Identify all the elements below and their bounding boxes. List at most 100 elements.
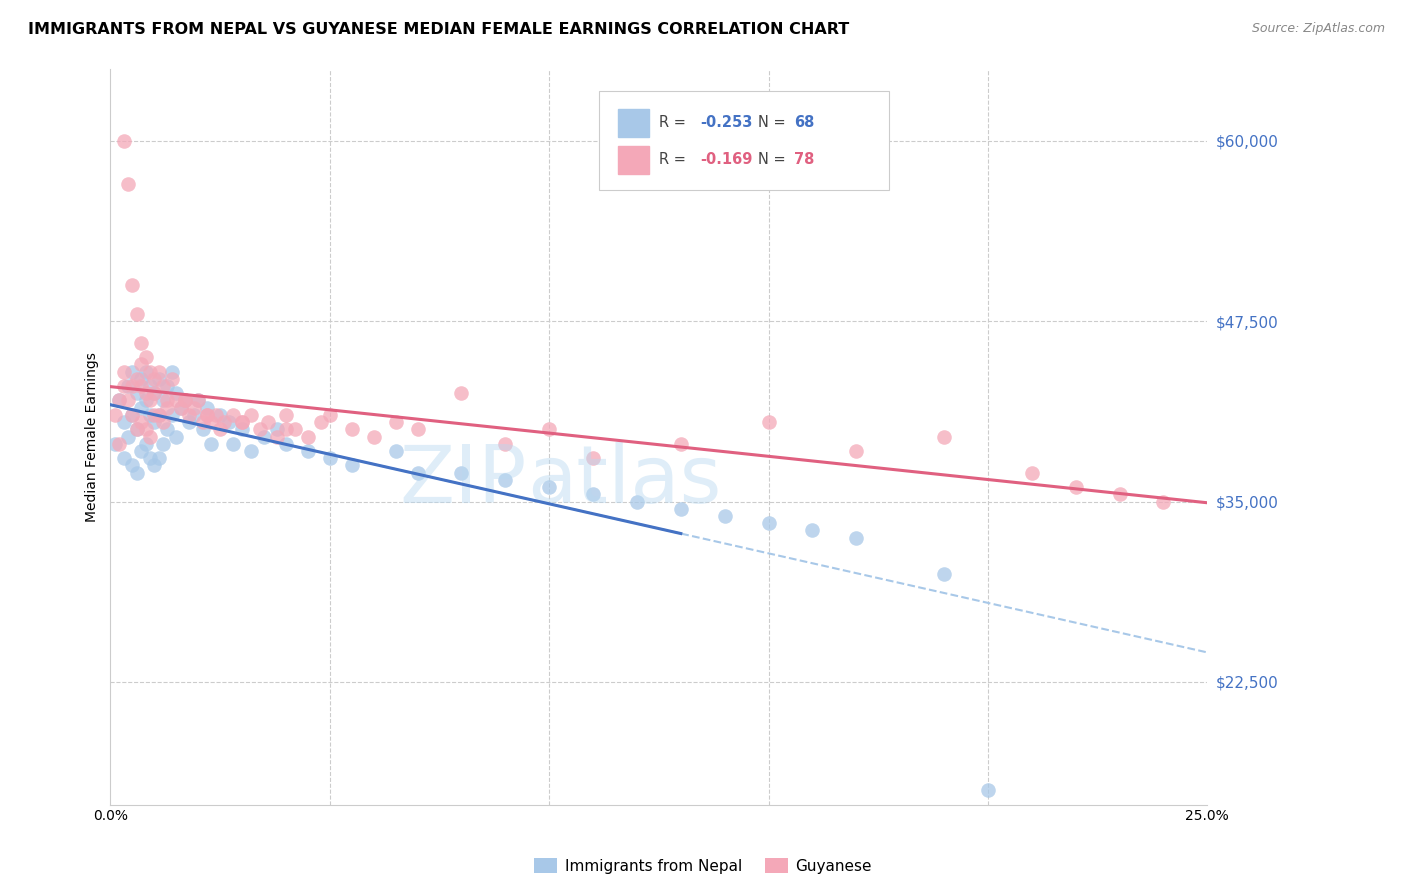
Point <box>160 372 183 386</box>
Point <box>112 365 135 379</box>
Point <box>139 393 162 408</box>
Point <box>112 415 135 429</box>
FancyBboxPatch shape <box>619 109 650 137</box>
Point <box>104 408 127 422</box>
Point <box>134 437 156 451</box>
Text: -0.253: -0.253 <box>700 115 754 130</box>
Point <box>108 393 131 408</box>
Y-axis label: Median Female Earnings: Median Female Earnings <box>86 351 100 522</box>
Point <box>129 444 152 458</box>
Point <box>156 379 179 393</box>
Point <box>139 451 162 466</box>
Point <box>143 458 166 473</box>
Point <box>319 408 342 422</box>
Point <box>139 408 162 422</box>
Point <box>669 501 692 516</box>
Point <box>266 422 288 436</box>
Point <box>160 365 183 379</box>
Point <box>152 393 174 408</box>
Point <box>340 422 363 436</box>
Point <box>191 422 214 436</box>
Point <box>117 393 139 408</box>
Point <box>845 531 868 545</box>
Point <box>112 379 135 393</box>
Point <box>406 422 429 436</box>
Point <box>134 365 156 379</box>
Point <box>104 437 127 451</box>
Point <box>669 437 692 451</box>
Point <box>183 408 205 422</box>
Point <box>112 134 135 148</box>
Point <box>195 408 218 422</box>
Point <box>977 783 1000 797</box>
Point <box>319 451 342 466</box>
Point <box>121 458 143 473</box>
Point <box>538 480 561 494</box>
Point <box>239 444 262 458</box>
Point <box>222 437 245 451</box>
Text: Source: ZipAtlas.com: Source: ZipAtlas.com <box>1251 22 1385 36</box>
Point <box>309 415 332 429</box>
Point <box>160 408 183 422</box>
Point <box>249 422 271 436</box>
Text: IMMIGRANTS FROM NEPAL VS GUYANESE MEDIAN FEMALE EARNINGS CORRELATION CHART: IMMIGRANTS FROM NEPAL VS GUYANESE MEDIAN… <box>28 22 849 37</box>
Point <box>214 415 236 429</box>
Point <box>174 393 197 408</box>
Point <box>143 386 166 401</box>
Point <box>187 393 209 408</box>
Point <box>156 401 179 415</box>
Text: atlas: atlas <box>527 442 721 520</box>
Point <box>932 566 955 581</box>
Point <box>125 307 148 321</box>
Point <box>134 393 156 408</box>
Point <box>121 365 143 379</box>
Point <box>148 365 170 379</box>
Point <box>125 386 148 401</box>
Point <box>274 422 297 436</box>
Point <box>117 177 139 191</box>
Point <box>713 508 735 523</box>
Point <box>195 401 218 415</box>
Legend: Immigrants from Nepal, Guyanese: Immigrants from Nepal, Guyanese <box>529 852 877 880</box>
Point <box>582 487 605 501</box>
Point <box>148 408 170 422</box>
Point <box>209 408 232 422</box>
Point <box>179 415 201 429</box>
Point <box>626 494 648 508</box>
Point <box>134 350 156 364</box>
Point <box>1108 487 1130 501</box>
Point <box>139 365 162 379</box>
Point <box>253 429 276 443</box>
Point <box>129 415 152 429</box>
Point <box>148 408 170 422</box>
Point <box>125 372 148 386</box>
Point <box>121 408 143 422</box>
Point <box>117 379 139 393</box>
Point <box>121 379 143 393</box>
Point <box>801 524 824 538</box>
Point <box>165 429 187 443</box>
Text: ZIP: ZIP <box>399 442 527 520</box>
Point <box>187 393 209 408</box>
Point <box>297 429 319 443</box>
Point <box>384 415 406 429</box>
Point <box>125 422 148 436</box>
Text: R =: R = <box>659 153 690 168</box>
Point <box>363 429 385 443</box>
Point <box>112 451 135 466</box>
Point <box>169 401 191 415</box>
Point <box>845 444 868 458</box>
Point <box>340 458 363 473</box>
Point <box>139 429 162 443</box>
Point <box>231 415 253 429</box>
Point <box>143 408 166 422</box>
Point <box>139 379 162 393</box>
Point <box>494 437 516 451</box>
Point <box>169 401 191 415</box>
Point <box>191 415 214 429</box>
Point <box>239 408 262 422</box>
Point <box>152 437 174 451</box>
Point <box>266 429 288 443</box>
Point <box>125 466 148 480</box>
Point <box>222 408 245 422</box>
